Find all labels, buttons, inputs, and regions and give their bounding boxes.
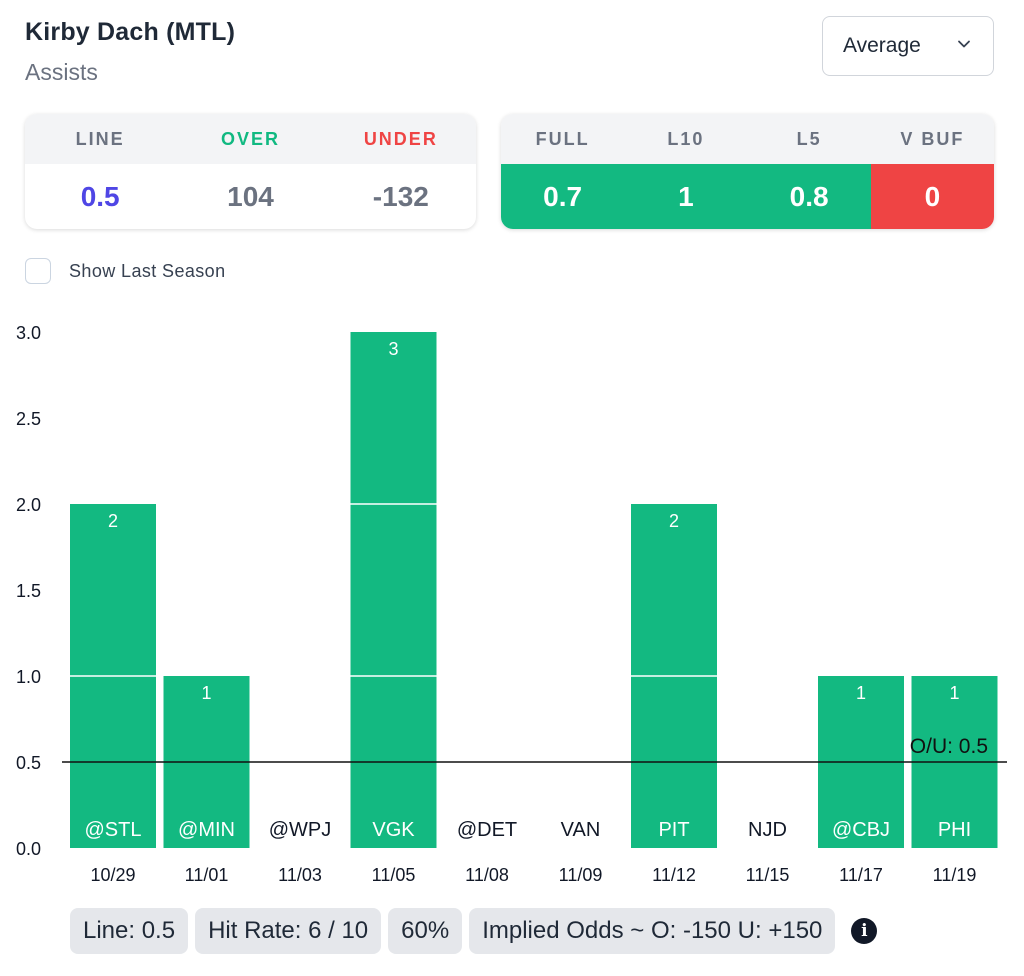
player-name: Kirby Dach (MTL) <box>25 18 236 46</box>
show-last-season-toggle[interactable]: Show Last Season <box>25 258 226 284</box>
full-header: FULL <box>535 128 590 149</box>
bar-value-label: 1 <box>201 683 211 703</box>
implied-odds-pill: Implied Odds ~ O: -150 U: +150 <box>469 908 836 954</box>
x-tick-label: 11/09 <box>559 865 603 885</box>
x-tick-label: 11/01 <box>185 865 229 885</box>
over-under-label: O/U: 0.5 <box>910 735 988 758</box>
y-tick-label: 2.0 <box>16 495 41 515</box>
vs-buf-header: V BUF <box>900 128 965 149</box>
bar <box>350 332 437 848</box>
opponent-label: VAN <box>561 819 601 841</box>
y-tick-label: 0.5 <box>16 753 41 773</box>
x-tick-label: 11/08 <box>465 865 509 885</box>
opponent-label: @DET <box>457 819 517 841</box>
x-tick-label: 11/19 <box>933 865 977 885</box>
y-tick-label: 0.0 <box>16 839 41 859</box>
bar-value-label: 1 <box>856 683 866 703</box>
opponent-label: NJD <box>748 819 787 841</box>
opponent-label: PHI <box>938 819 971 841</box>
under-header: UNDER <box>363 128 438 149</box>
under-value: -132 <box>372 180 429 212</box>
hit-pct-pill: 60% <box>388 908 463 954</box>
y-tick-label: 1.5 <box>16 581 41 601</box>
line-value: 0.5 <box>80 180 120 212</box>
assists-bar-chart: 0.0 0.5 1.0 1.5 2.0 2.5 3.0 2 @STL 10/29 1 @MIN 11/0… <box>16 323 1007 885</box>
l10-value: 1 <box>624 164 748 229</box>
x-tick-label: 11/03 <box>278 865 322 885</box>
opponent-label: VGK <box>372 819 415 841</box>
averages-card: FULL L10 L5 V BUF 0.7 1 0.8 0 <box>501 114 994 229</box>
average-dropdown[interactable]: Average <box>822 16 994 76</box>
bar-value-label: 2 <box>669 511 679 531</box>
over-value: 104 <box>227 180 274 212</box>
opponent-label: @WPJ <box>269 819 332 841</box>
opponent-label: @MIN <box>178 819 235 841</box>
header: Kirby Dach (MTL) Assists <box>25 18 235 86</box>
l5-header: L5 <box>796 128 822 149</box>
hit-rate-pill: Hit Rate: 6 / 10 <box>195 908 382 954</box>
over-header: OVER <box>220 128 280 149</box>
x-tick-label: 11/12 <box>652 865 696 885</box>
l5-value: 0.8 <box>747 164 871 229</box>
x-tick-label: 11/15 <box>746 865 790 885</box>
opponent-label: PIT <box>658 819 689 841</box>
line-header: LINE <box>75 128 125 149</box>
stat-name: Assists <box>25 59 98 85</box>
x-tick-label: 10/29 <box>90 865 135 885</box>
y-tick-label: 3.0 <box>16 323 41 343</box>
info-icon[interactable]: i <box>851 918 878 944</box>
odds-card: LINE OVER UNDER 0.5 104 -132 <box>25 114 476 229</box>
bar-value-label: 2 <box>108 511 118 531</box>
line-pill: Line: 0.5 <box>70 908 189 954</box>
y-tick-label: 1.0 <box>16 667 41 687</box>
chevron-down-icon <box>958 40 970 48</box>
x-tick-label: 11/17 <box>839 865 883 885</box>
summary-bar: Line: 0.5 Hit Rate: 6 / 10 60% Implied O… <box>70 908 878 954</box>
l10-header: L10 <box>667 128 705 149</box>
opponent-label: @CBJ <box>832 819 890 841</box>
opponent-label: @STL <box>85 819 142 841</box>
show-last-season-label: Show Last Season <box>69 260 226 281</box>
bar-value-label: 1 <box>949 683 959 703</box>
bar-value-label: 3 <box>388 339 398 359</box>
dropdown-selected: Average <box>843 34 921 57</box>
full-value: 0.7 <box>501 164 625 229</box>
show-last-season-checkbox[interactable] <box>25 258 51 284</box>
y-tick-label: 2.5 <box>16 409 41 429</box>
vs-buf-value: 0 <box>870 164 994 229</box>
x-tick-label: 11/05 <box>372 865 416 885</box>
